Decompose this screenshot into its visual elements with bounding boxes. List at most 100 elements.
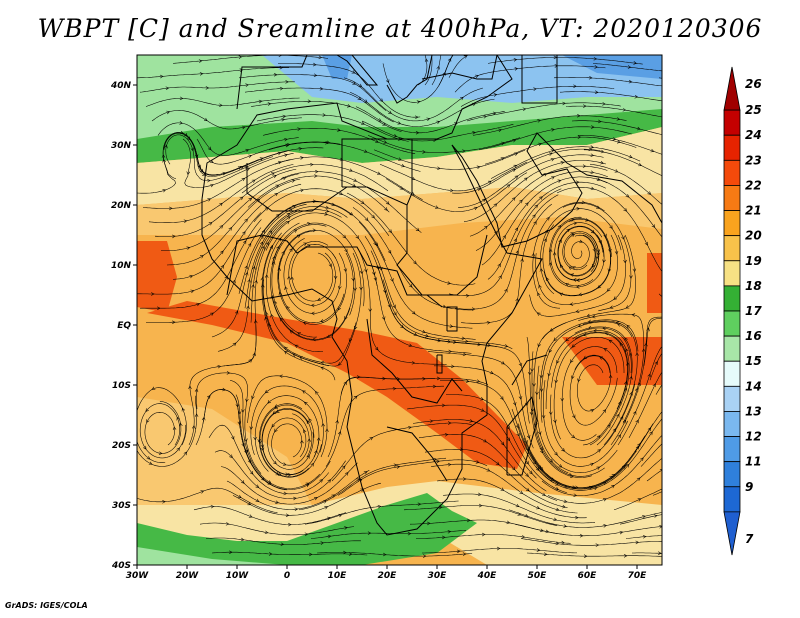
streamline-arrow xyxy=(609,225,613,229)
streamline-arrow xyxy=(286,216,291,220)
southern-border xyxy=(386,426,448,482)
colorbar-swatch xyxy=(723,260,741,287)
lat-tick-label: 20S xyxy=(112,441,131,451)
streamline-arrow xyxy=(618,401,622,405)
streamline xyxy=(359,252,447,365)
streamline-arrow xyxy=(322,113,327,117)
streamline-arrow xyxy=(590,153,595,158)
streamline-arrow xyxy=(635,540,640,545)
streamline-arrow xyxy=(590,409,595,413)
streamline-arrow xyxy=(637,443,641,447)
streamline-arrow xyxy=(285,513,290,517)
streamline-arrow xyxy=(571,233,575,237)
streamline xyxy=(154,168,297,237)
streamline-arrow xyxy=(592,248,597,252)
streamline-arrow xyxy=(637,382,641,386)
streamline-arrow xyxy=(483,115,487,119)
streamline-arrow xyxy=(447,57,452,62)
streamline-arrow xyxy=(437,338,442,343)
streamline-arrow xyxy=(476,379,481,383)
streamline xyxy=(484,136,637,165)
streamline-arrow xyxy=(447,281,451,285)
streamline-arrow xyxy=(308,552,313,557)
streamline-arrow xyxy=(649,431,653,436)
streamline-arrow xyxy=(269,245,273,250)
streamline-arrow xyxy=(367,531,372,535)
streamline xyxy=(575,331,629,446)
streamline xyxy=(382,279,513,350)
streamline-arrow xyxy=(571,344,576,348)
streamline-arrow xyxy=(159,74,164,79)
streamline-arrow xyxy=(476,165,481,170)
streamline-arrow xyxy=(506,520,511,525)
streamline-arrow xyxy=(472,102,476,107)
streamline xyxy=(472,115,627,136)
colorbar-label: 9 xyxy=(745,480,753,494)
streamline-arrow xyxy=(240,537,245,542)
streamline-arrow xyxy=(608,339,613,344)
streamline-arrow xyxy=(494,230,498,235)
streamline-arrow xyxy=(337,362,342,366)
streamline-arrow xyxy=(637,498,642,502)
streamline-arrow xyxy=(186,136,191,141)
temperature-field xyxy=(137,55,662,565)
streamline-arrow xyxy=(579,239,583,244)
streamline-arrow xyxy=(337,306,342,311)
streamline xyxy=(454,65,606,93)
streamline-arrow xyxy=(210,504,215,509)
streamline xyxy=(331,422,472,482)
algeria-mali-border xyxy=(246,163,348,212)
streamline-arrow xyxy=(274,428,278,433)
streamline-arrow xyxy=(575,309,580,313)
streamline-arrow xyxy=(482,198,487,203)
streamline-arrow xyxy=(594,65,599,69)
streamline-arrow xyxy=(413,260,417,265)
streamline-arrow xyxy=(590,170,595,175)
streamline xyxy=(610,316,662,446)
streamline xyxy=(417,55,428,86)
streamline-arrow xyxy=(183,451,188,456)
streamline-arrow xyxy=(583,332,587,337)
streamline-arrow xyxy=(631,313,636,317)
streamline xyxy=(440,379,555,484)
streamline xyxy=(431,55,442,86)
streamline-arrow xyxy=(190,289,195,294)
streamline-arrow xyxy=(625,348,629,353)
streamline xyxy=(226,470,370,510)
streamline-arrow xyxy=(635,419,639,424)
streamline-arrow xyxy=(289,248,293,252)
streamline-arrow xyxy=(587,319,592,324)
streamline-arrow xyxy=(411,361,416,365)
streamline-arrow xyxy=(288,522,292,527)
streamline-arrow xyxy=(198,59,203,63)
streamline-arrow xyxy=(664,439,667,442)
streamline-arrow xyxy=(320,366,325,370)
streamline-arrow xyxy=(162,158,166,163)
streamline-arrow xyxy=(372,271,376,276)
streamline-arrow xyxy=(217,364,222,369)
streamline-arrow xyxy=(351,70,356,74)
streamline-arrow xyxy=(415,227,420,232)
streamline-arrow xyxy=(247,279,251,283)
streamline-arrow xyxy=(277,472,282,476)
streamline-arrow xyxy=(382,552,387,557)
streamline-arrow xyxy=(515,297,519,302)
streamline-arrow xyxy=(387,250,392,254)
streamline-arrow xyxy=(248,154,252,158)
streamline xyxy=(430,463,578,514)
streamline-arrow xyxy=(620,416,624,420)
streamline-arrow xyxy=(247,501,252,506)
streamline xyxy=(325,385,444,467)
streamline-arrow xyxy=(666,276,669,279)
streamline xyxy=(454,194,559,310)
streamline-arrow xyxy=(590,462,594,467)
colorbar-swatch xyxy=(723,66,741,111)
streamline-arrow xyxy=(570,232,575,236)
streamline xyxy=(617,346,662,446)
streamline-arrow xyxy=(287,473,292,477)
streamline-arrow xyxy=(636,477,641,482)
streamline-arrow xyxy=(202,172,206,176)
central-hot-band xyxy=(147,301,527,469)
streamline-arrow xyxy=(593,486,598,491)
streamline-arrow xyxy=(514,175,519,179)
